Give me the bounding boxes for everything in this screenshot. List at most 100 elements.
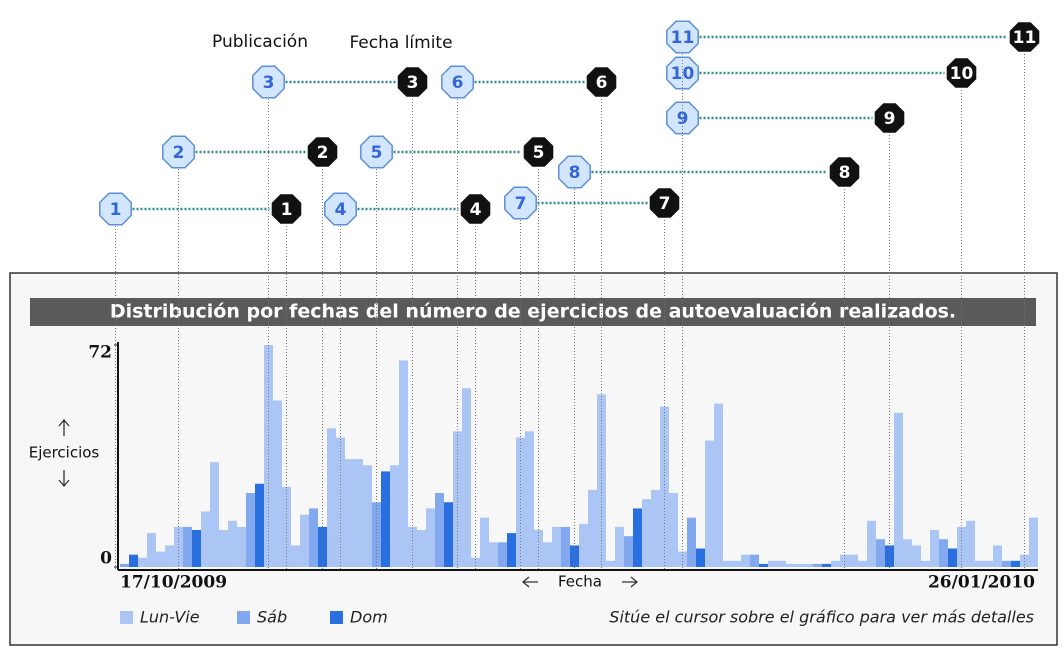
bar <box>876 539 885 567</box>
publication-label: 7 <box>515 194 527 214</box>
bar <box>129 554 138 567</box>
publication-marker <box>99 192 132 226</box>
deadline-marker <box>649 188 680 218</box>
bar <box>552 526 561 567</box>
publication-label: 9 <box>677 109 689 129</box>
bar <box>930 530 939 567</box>
bar <box>795 563 804 567</box>
bar <box>867 520 876 567</box>
chart-title: Distribución por fechas del número de ej… <box>110 301 956 323</box>
title-background <box>30 298 1036 326</box>
bar <box>192 530 201 567</box>
bar <box>174 526 183 567</box>
bar <box>381 471 390 567</box>
bar <box>642 499 651 567</box>
y-tick-label: 0 <box>100 549 112 569</box>
publication-marker <box>324 192 357 226</box>
hint-text: Sitúe el cursor sobre el gráfico para ve… <box>609 608 1034 627</box>
bar <box>939 539 948 567</box>
deadline-label: 2 <box>317 143 329 163</box>
bar <box>633 508 642 567</box>
bar <box>417 530 426 567</box>
deadline-label: 6 <box>596 73 608 93</box>
bar <box>786 563 795 567</box>
bar <box>498 542 507 567</box>
deadline-label: 3 <box>407 73 419 93</box>
bar <box>948 548 957 567</box>
deadline-label: 8 <box>839 163 851 183</box>
bar <box>894 412 903 567</box>
bar <box>147 533 156 567</box>
bar <box>687 517 696 567</box>
y-axis-arrows <box>58 418 70 488</box>
bar <box>651 489 660 567</box>
bar <box>273 400 282 567</box>
bar <box>750 554 759 567</box>
x-tick-label: 17/10/2009 <box>120 573 227 593</box>
bar <box>219 530 228 567</box>
bar <box>327 428 336 567</box>
publication-label: 6 <box>452 73 464 93</box>
bar <box>993 545 1002 567</box>
bar <box>525 431 534 567</box>
bar <box>300 514 309 567</box>
bar <box>480 517 489 567</box>
deadline-marker <box>460 194 491 224</box>
bar <box>345 459 354 567</box>
bar <box>561 526 570 567</box>
bar <box>228 520 237 567</box>
bar <box>732 560 741 567</box>
bar <box>1020 554 1029 567</box>
publication-label: 4 <box>335 200 347 220</box>
bar <box>363 465 372 567</box>
bar <box>615 526 624 567</box>
bar <box>489 542 498 567</box>
bar <box>660 406 669 567</box>
bar <box>507 533 516 567</box>
bar <box>543 542 552 567</box>
y-axis-label: Ejercicios <box>29 444 100 462</box>
legend-label: Dom <box>350 608 388 627</box>
bar <box>858 560 867 567</box>
bar <box>723 560 732 567</box>
bar <box>759 563 768 567</box>
bar <box>210 462 219 567</box>
bar <box>309 508 318 567</box>
header-deadline: Fecha límite <box>349 33 452 53</box>
bar <box>669 493 678 567</box>
bar <box>966 520 975 567</box>
x-axis-label: Fecha <box>558 573 602 591</box>
legend-swatch <box>330 611 343 624</box>
deadline-label: 7 <box>659 194 671 214</box>
deadline-marker <box>271 194 302 224</box>
bar <box>804 563 813 567</box>
deadline-marker <box>874 103 905 133</box>
deadline-label: 11 <box>1013 28 1037 48</box>
bar <box>579 523 588 567</box>
publication-label: 2 <box>173 143 185 163</box>
publication-label: 8 <box>569 163 581 183</box>
bar <box>975 560 984 567</box>
publication-marker <box>360 135 393 169</box>
bar <box>390 465 399 567</box>
deadline-marker <box>397 67 428 97</box>
bar <box>156 551 165 567</box>
bar <box>138 557 147 567</box>
publication-label: 10 <box>671 64 695 84</box>
deadline-marker <box>946 58 977 88</box>
legend-swatch <box>120 611 133 624</box>
bar <box>984 560 993 567</box>
bar <box>714 403 723 567</box>
publication-marker <box>252 65 285 99</box>
bar <box>462 388 471 567</box>
bar <box>318 526 327 567</box>
publication-marker <box>558 155 591 189</box>
bar <box>777 560 786 567</box>
bar <box>246 493 255 567</box>
deadline-label: 10 <box>950 64 974 84</box>
bar <box>813 563 822 567</box>
publication-marker <box>504 186 537 220</box>
x-tick-label: 26/01/2010 <box>928 573 1035 593</box>
publication-label: 3 <box>263 73 275 93</box>
